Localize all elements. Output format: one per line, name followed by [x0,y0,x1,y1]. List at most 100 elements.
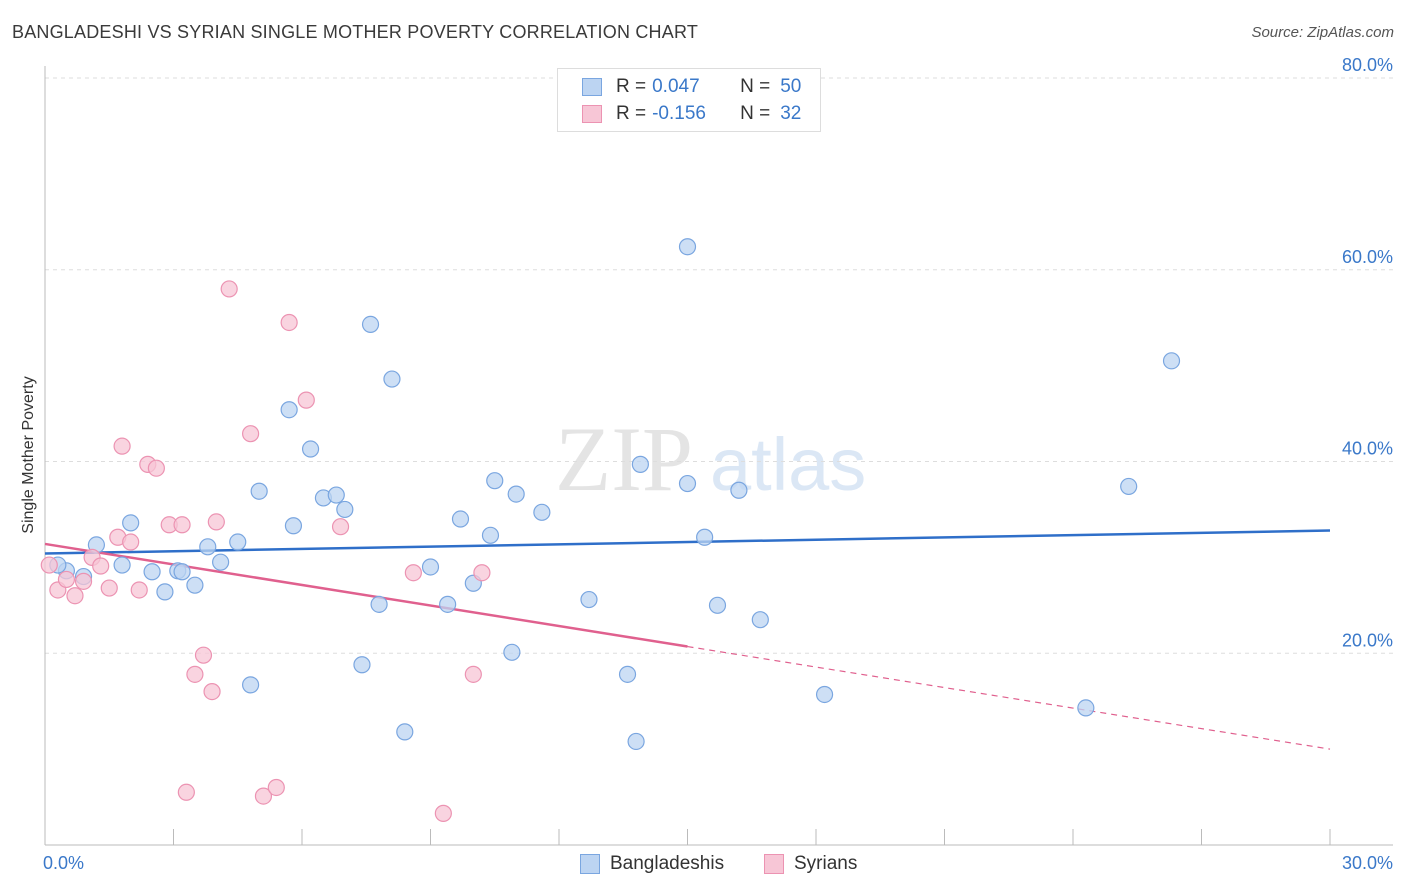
point-syrians [147,459,165,477]
point-bangladeshis [353,656,371,674]
point-bangladeshis [327,486,345,504]
legend-r-label: R = [616,76,647,97]
point-syrians [280,313,298,332]
point-bangladeshis [507,485,525,503]
point-syrians [100,579,118,597]
point-bangladeshis [421,558,440,576]
point-bangladeshis [186,576,204,594]
legend-r-label: R = [616,103,647,124]
point-syrians [122,533,140,551]
legend-r-value: 0.047 [652,76,700,97]
watermark: ZIP atlas [555,408,866,510]
point-bangladeshis [122,514,140,532]
point-syrians [40,556,58,574]
legend-swatch-blue [582,78,602,96]
point-bangladeshis [678,474,697,493]
point-bangladeshis [751,611,769,629]
point-syrians [92,557,110,575]
point-syrians [194,646,213,664]
legend-n-label: N = [740,76,771,97]
stats-legend: R = 0.047 N = 50 R = -0.156 N = 32 [557,68,821,132]
point-bangladeshis [451,510,470,528]
point-bangladeshis [618,665,637,683]
point-bangladeshis [361,315,380,333]
legend-swatch-pink [764,854,784,874]
point-bangladeshis [370,595,388,613]
point-bangladeshis [143,563,161,581]
point-syrians [66,587,84,605]
tick-labels: 20.0% 40.0% 60.0% 80.0% 0.0% 30.0% [43,55,1393,873]
point-bangladeshis [336,500,354,519]
point-bangladeshis [1120,477,1138,496]
point-syrians [464,665,482,683]
point-syrians [177,783,195,801]
point-bangladeshis [156,583,174,601]
point-syrians [57,570,76,589]
point-bangladeshis [396,723,414,741]
point-bangladeshis [481,526,500,544]
x-tick-label: 30.0% [1342,853,1393,873]
y-tick-label: 20.0% [1342,630,1393,650]
point-bangladeshis [631,455,649,473]
point-syrians [113,437,131,455]
point-syrians [473,564,491,582]
legend-swatch-blue [580,854,600,874]
point-bangladeshis [730,481,748,499]
legend-swatch-pink [582,105,602,123]
trend-line-syrians [44,542,688,648]
point-syrians [434,804,452,822]
point-bangladeshis [284,517,303,535]
legend-n-value: 32 [780,103,802,124]
point-bangladeshis [280,401,298,419]
point-bangladeshis [250,482,268,500]
point-bangladeshis [173,563,191,581]
legend-row-syrians: R = -0.156 N = 32 [582,103,801,125]
y-tick-label: 80.0% [1342,55,1393,75]
point-bangladeshis [486,472,504,490]
point-syrians [404,564,422,582]
point-bangladeshis [503,643,521,661]
legend-item-syrians[interactable]: Syrians [764,852,857,876]
legend-n-value: 50 [780,76,802,97]
point-bangladeshis [301,440,320,458]
axes [44,66,1393,846]
point-syrians [173,516,191,534]
legend-label-syrians: Syrians [794,853,858,874]
trend-line-bangladeshis [44,529,1331,555]
legend-label-bangladeshis: Bangladeshis [610,853,725,874]
point-bangladeshis [533,503,551,521]
legend-n-label: N = [740,103,771,124]
point-bangladeshis [439,595,457,613]
point-bangladeshis [678,238,697,256]
y-tick-label: 60.0% [1342,247,1393,267]
legend-item-bangladeshis[interactable]: Bangladeshis [580,852,724,876]
trend-lines [44,529,1331,750]
point-bangladeshis [696,528,714,546]
chart-title: BANGLADESHI VS SYRIAN SINGLE MOTHER POVE… [12,22,699,42]
point-syrians [242,425,260,443]
point-syrians [331,518,350,536]
point-syrians [186,665,204,683]
grid-lines [45,77,1393,654]
point-bangladeshis [212,553,230,571]
point-bangladeshis [815,685,834,704]
legend-row-bangladeshis: R = 0.047 N = 50 [582,76,801,98]
watermark-zip: ZIP [555,408,693,510]
point-bangladeshis [708,596,727,614]
y-tick-label: 40.0% [1342,439,1393,459]
point-syrians [297,391,315,409]
data-points [40,238,1181,822]
point-syrians [220,280,238,298]
point-syrians [254,787,273,805]
point-bangladeshis [383,370,401,388]
point-bangladeshis [199,538,217,556]
point-bangladeshis [1077,699,1095,717]
point-bangladeshis [1162,352,1181,370]
point-syrians [74,572,93,590]
point-bangladeshis [580,590,598,609]
point-syrians [130,581,148,599]
source-label: Source: ZipAtlas.com [1251,24,1394,41]
point-syrians [203,682,221,701]
point-syrians [207,513,225,531]
x-tick-label: 0.0% [43,853,84,873]
